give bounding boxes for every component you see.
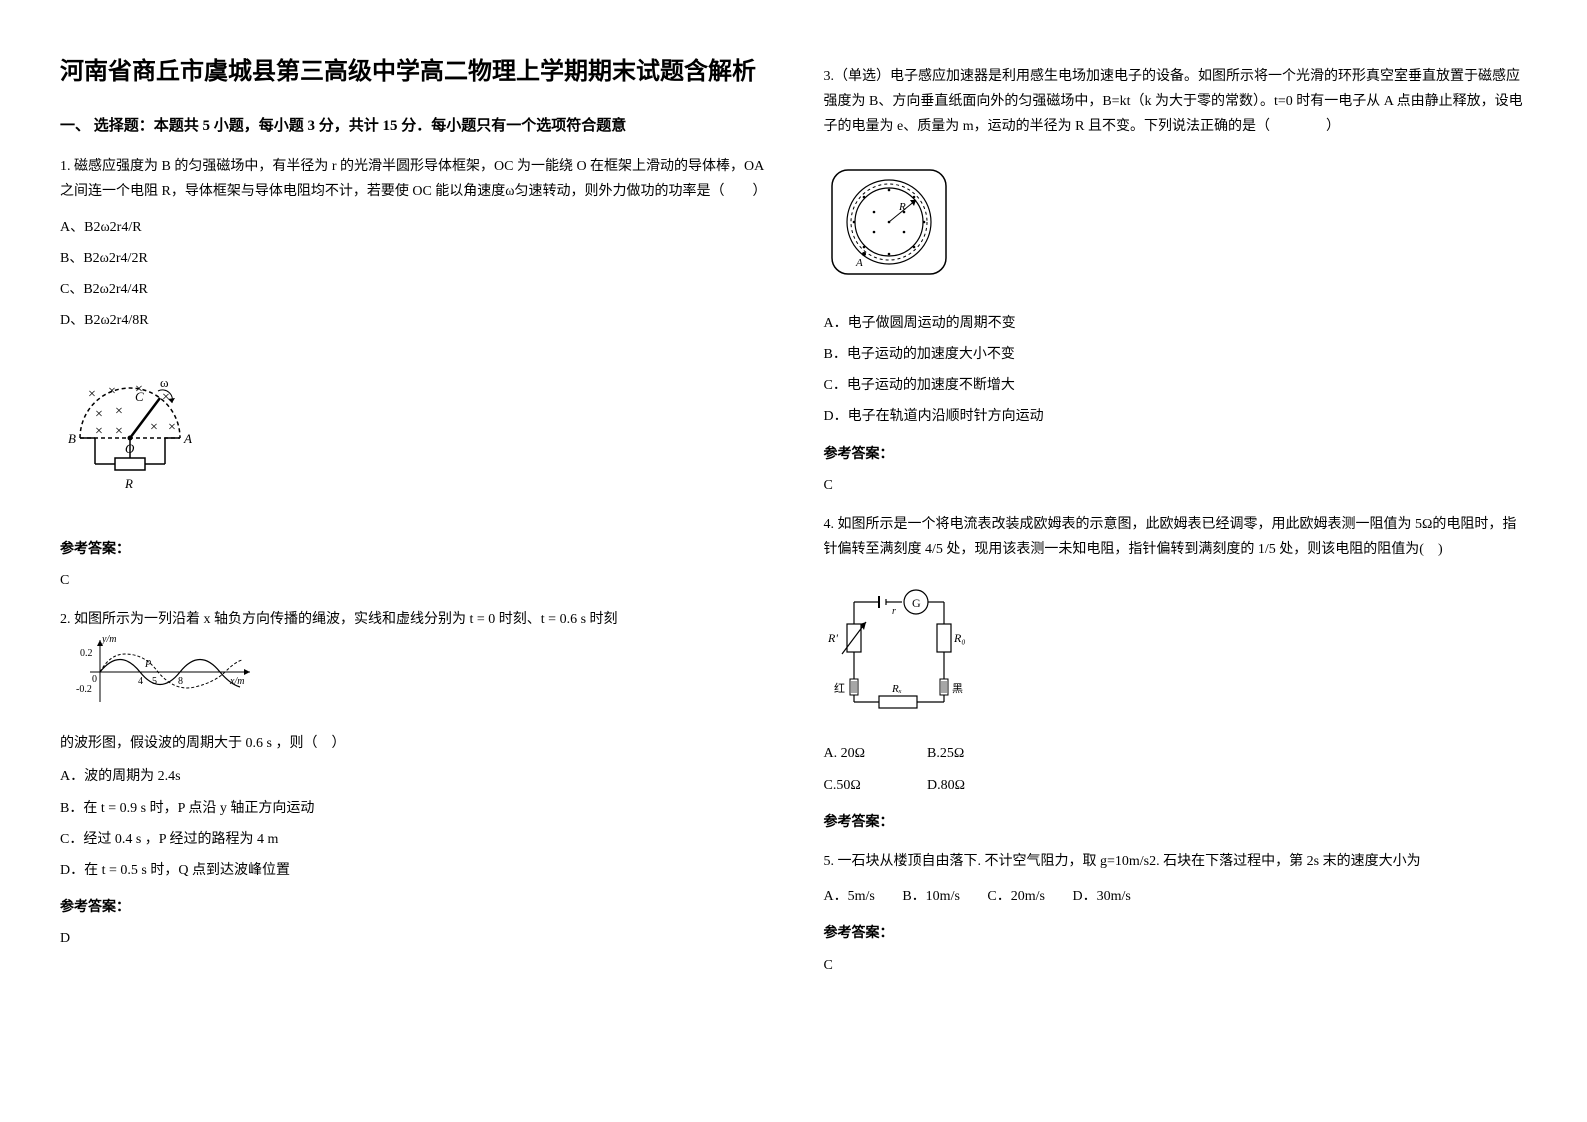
q1-label-B: B xyxy=(68,431,76,446)
q2-xlabel: x/m xyxy=(229,676,244,687)
q5-answer-label: 参考答案： xyxy=(824,921,1528,946)
q5-text: 5. 一石块从楼顶自由落下. 不计空气阻力，取 g=10m/s2. 石块在下落过… xyxy=(824,849,1528,874)
q4-label-red: 红 xyxy=(834,682,845,695)
q1-figure: × × × × × × × × × × xyxy=(60,353,220,503)
q5-options: A．5m/s B．10m/s C．20m/s D．30m/s xyxy=(824,884,1528,909)
q2-text: 2. 如图所示为一列沿着 x 轴负方向传播的绳波，实线和虚线分别为 t = 0 … xyxy=(60,607,764,721)
q2-optD: D．在 t = 0.5 s 时，Q 点到达波峰位置 xyxy=(60,858,764,883)
q4-opt-row2: C.50Ω D.80Ω xyxy=(824,773,1528,798)
q3-optB: B．电子运动的加速度大小不变 xyxy=(824,342,1528,367)
q3-answer: C xyxy=(824,473,1528,498)
q2-text-part2: 的波形图，假设波的周期大于 0.6 s ，则（ ） xyxy=(60,731,764,756)
q3-label-R: R xyxy=(898,201,906,213)
q1-text: 1. 磁感应强度为 B 的匀强磁场中，有半径为 r 的光滑半圆形导体框架，OC … xyxy=(60,154,764,204)
q5-answer: C xyxy=(824,953,1528,978)
q5-optD: D．30m/s xyxy=(1073,889,1131,904)
q4-optA: A. 20Ω xyxy=(824,741,924,766)
q1-answer-label: 参考答案： xyxy=(60,537,764,562)
q4-label-R0: R₀ xyxy=(953,631,966,645)
q4-label-Rprime: R' xyxy=(827,631,838,645)
left-column: 河南省商丘市虞城县第三高级中学高二物理上学期期末试题含解析 一、 选择题：本题共… xyxy=(60,50,764,992)
q5-optA: A．5m/s xyxy=(824,889,875,904)
svg-text:×: × xyxy=(95,407,103,422)
q3-optA: A．电子做圆周运动的周期不变 xyxy=(824,311,1528,336)
q4-text: 4. 如图所示是一个将电流表改装成欧姆表的示意图，此欧姆表已经调零，用此欧姆表测… xyxy=(824,512,1528,562)
q4-label-Rx: Rₓ xyxy=(891,683,902,695)
q2-optA: A．波的周期为 2.4s xyxy=(60,764,764,789)
q3-optC: C．电子运动的加速度不断增大 xyxy=(824,373,1528,398)
q1-label-C: C xyxy=(135,389,144,404)
q4-label-r: r xyxy=(892,606,896,617)
question-3: 3.（单选）电子感应加速器是利用感生电场加速电子的设备。如图所示将一个光滑的环形… xyxy=(824,64,1528,498)
q4-figure: G r R₀ R' xyxy=(824,584,974,714)
question-2: 2. 如图所示为一列沿着 x 轴负方向传播的绳波，实线和虚线分别为 t = 0 … xyxy=(60,607,764,952)
q1-answer: C xyxy=(60,568,764,593)
q1-optB: B、B2ω2r4/2R xyxy=(60,246,764,271)
q3-optD: D．电子在轨道内沿顺时针方向运动 xyxy=(824,404,1528,429)
q2-xtick-5: 5 xyxy=(152,676,157,687)
q4-optD: D.80Ω xyxy=(927,773,1027,798)
q2-answer-label: 参考答案： xyxy=(60,895,764,920)
q1-optD: D、B2ω2r4/8R xyxy=(60,308,764,333)
svg-text:×: × xyxy=(115,404,123,419)
q2-optC: C．经过 0.4 s ，P 经过的路程为 4 m xyxy=(60,827,764,852)
q2-figure: 0.2 -0.2 0 4 5 8 P y/m x/m xyxy=(70,632,260,721)
q5-optB: B．10m/s xyxy=(902,889,960,904)
q4-opt-row1: A. 20Ω B.25Ω xyxy=(824,741,1528,766)
svg-text:×: × xyxy=(168,420,176,435)
q2-answer: D xyxy=(60,926,764,951)
q2-ytick-02: 0.2 xyxy=(80,648,93,659)
document-title: 河南省商丘市虞城县第三高级中学高二物理上学期期末试题含解析 xyxy=(60,50,764,93)
q3-text: 3.（单选）电子感应加速器是利用感生电场加速电子的设备。如图所示将一个光滑的环形… xyxy=(824,64,1528,140)
q1-optC: C、B2ω2r4/4R xyxy=(60,277,764,302)
q1-label-O: O xyxy=(125,441,135,456)
q3-options: A．电子做圆周运动的周期不变 B．电子运动的加速度大小不变 C．电子运动的加速度… xyxy=(824,311,1528,430)
svg-text:×: × xyxy=(95,424,103,439)
q4-terminal-black xyxy=(940,679,948,695)
q2-xtick-8: 8 xyxy=(178,676,183,687)
question-5: 5. 一石块从楼顶自由落下. 不计空气阻力，取 g=10m/s2. 石块在下落过… xyxy=(824,849,1528,978)
q3-figure: R A xyxy=(824,162,954,282)
svg-text:×: × xyxy=(88,387,96,402)
q2-ytick-neg02: -0.2 xyxy=(76,684,92,695)
q1-label-R: R xyxy=(124,476,133,491)
q2-text-part1: 2. 如图所示为一列沿着 x 轴负方向传播的绳波，实线和虚线分别为 t = 0 … xyxy=(60,612,618,627)
q4-terminal-red xyxy=(850,679,858,695)
question-4: 4. 如图所示是一个将电流表改装成欧姆表的示意图，此欧姆表已经调零，用此欧姆表测… xyxy=(824,512,1528,835)
q2-origin: 0 xyxy=(92,674,97,685)
q2-options: A．波的周期为 2.4s B．在 t = 0.9 s 时，P 点沿 y 轴正方向… xyxy=(60,764,764,883)
q3-answer-label: 参考答案： xyxy=(824,442,1528,467)
svg-text:×: × xyxy=(115,424,123,439)
q2-optB: B．在 t = 0.9 s 时，P 点沿 y 轴正方向运动 xyxy=(60,796,764,821)
question-1: 1. 磁感应强度为 B 的匀强磁场中，有半径为 r 的光滑半圆形导体框架，OC … xyxy=(60,154,764,593)
q1-options: A、B2ω2r4/R B、B2ω2r4/2R C、B2ω2r4/4R D、B2ω… xyxy=(60,215,764,334)
svg-text:×: × xyxy=(108,384,116,399)
q4-answer-label: 参考答案： xyxy=(824,810,1528,835)
q2-label-P: P xyxy=(144,659,151,670)
q1-label-omega: ω xyxy=(160,375,169,390)
right-column: 3.（单选）电子感应加速器是利用感生电场加速电子的设备。如图所示将一个光滑的环形… xyxy=(824,50,1528,992)
section-heading: 一、 选择题：本题共 5 小题，每小题 3 分，共计 15 分．每小题只有一个选… xyxy=(60,113,764,140)
q2-ylabel: y/m xyxy=(101,634,116,645)
q2-xtick-4: 4 xyxy=(138,676,143,687)
q4-optB: B.25Ω xyxy=(927,741,1027,766)
q1-optA: A、B2ω2r4/R xyxy=(60,215,764,240)
q3-label-A: A xyxy=(855,257,863,269)
q5-optC: C．20m/s xyxy=(987,889,1045,904)
q1-label-A: A xyxy=(183,431,192,446)
q4-optC: C.50Ω xyxy=(824,773,924,798)
q4-label-black: 黑 xyxy=(952,682,963,695)
svg-text:×: × xyxy=(150,420,158,435)
q4-label-G: G xyxy=(912,596,921,610)
